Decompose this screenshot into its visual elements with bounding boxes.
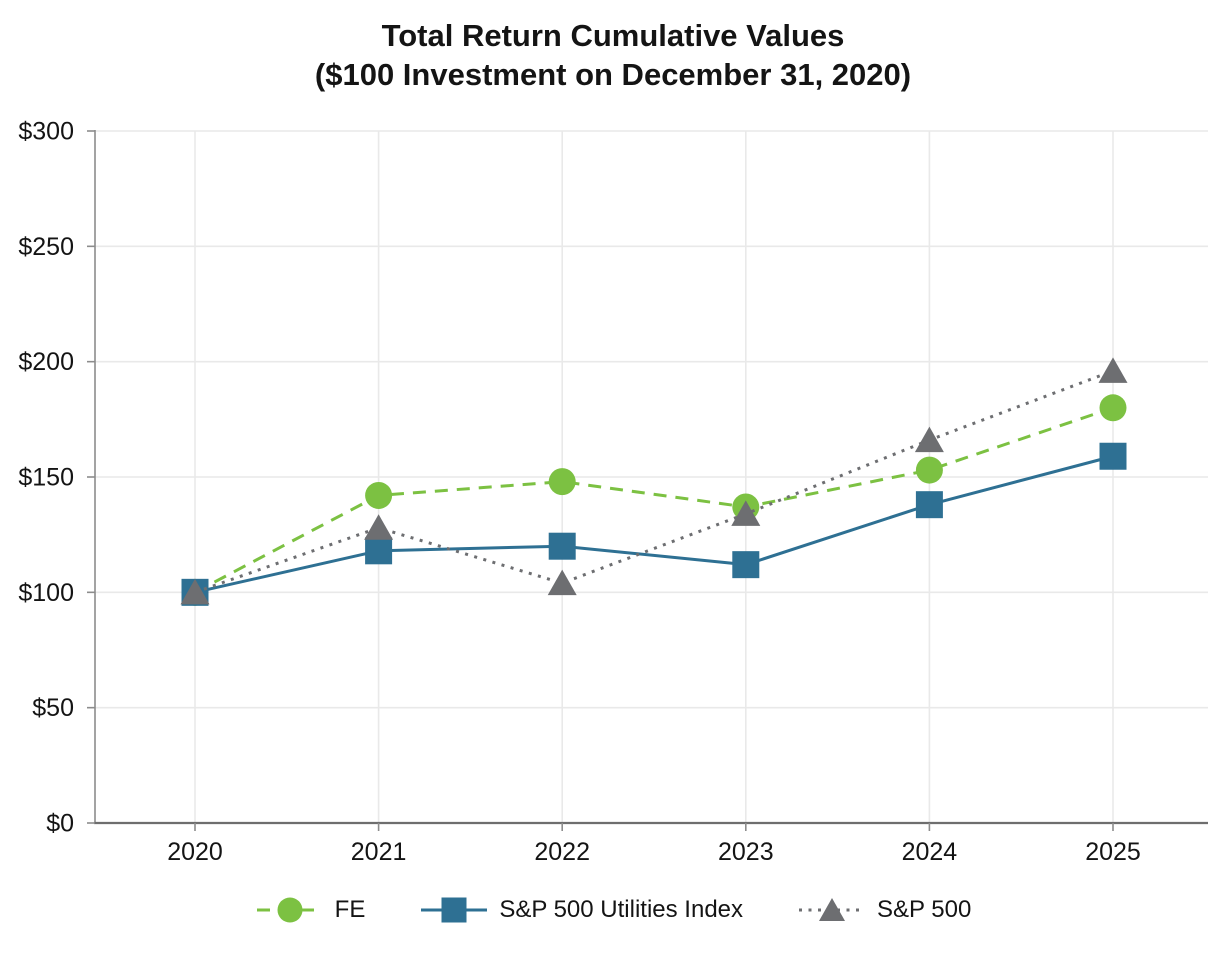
series-line-0 [194,406,1114,594]
series-1-marker-2025 [1099,442,1127,470]
legend-item-sp500: S&P 500 [797,894,971,926]
series-0-marker-2024 [915,456,943,484]
y-tick-label: $50 [32,694,74,722]
chart-title-line1: Total Return Cumulative Values [381,18,845,53]
legend-label-sp500-utilities: S&P 500 Utilities Index [499,896,744,923]
x-tick-label: 2024 [902,838,958,866]
series-2-marker-2021 [364,514,394,540]
chart-title: Total Return Cumulative Values ($100 Inv… [0,16,1226,94]
legend-sample-sp500 [799,898,866,921]
legend-sample-sp500-utilities [421,897,488,923]
y-tick-label: $100 [18,579,74,607]
y-tick-label: $300 [18,118,74,146]
legend-sample-marker [441,897,467,923]
chart-title-line2: ($100 Investment on December 31, 2020) [314,57,912,92]
legend-sample-marker [277,897,303,923]
series-2-marker-2024 [914,426,944,453]
legend-sample-fe [256,897,323,923]
series-1-marker-2022 [548,532,576,560]
legend-label-fe: FE [334,896,366,923]
x-tick-label: 2023 [718,838,774,866]
x-tick-label: 2021 [351,838,407,866]
series-2-marker-2022 [547,569,577,596]
series-0-marker-2025 [1099,394,1127,422]
y-tick-label: $0 [46,810,74,838]
legend-item-fe: FE [255,894,366,926]
series-line-1 [194,454,1114,594]
series-2-marker-2020 [180,578,210,605]
x-tick-label: 2022 [534,838,590,866]
series-0-marker-2021 [365,481,393,509]
series-0-marker-2022 [548,468,576,496]
y-tick-label: $150 [18,464,74,492]
legend-sample-marker [819,898,846,921]
x-tick-label: 2025 [1085,838,1141,866]
series-2-marker-2023 [731,500,761,526]
legend-label-sp500: S&P 500 [877,896,972,923]
series-line-2 [194,369,1114,594]
series-1-marker-2024 [915,491,943,519]
legend-item-sp500-utilities: S&P 500 Utilities Index [419,894,743,926]
y-tick-label: $200 [18,348,74,376]
series-2-marker-2025 [1098,357,1128,383]
series-1-marker-2023 [732,551,760,579]
series-1-marker-2021 [365,537,393,565]
y-tick-label: $250 [18,233,74,261]
chart-legend: FE S&P 500 Utilities Index S&P 500 [0,894,1226,926]
x-tick-label: 2020 [167,838,223,866]
